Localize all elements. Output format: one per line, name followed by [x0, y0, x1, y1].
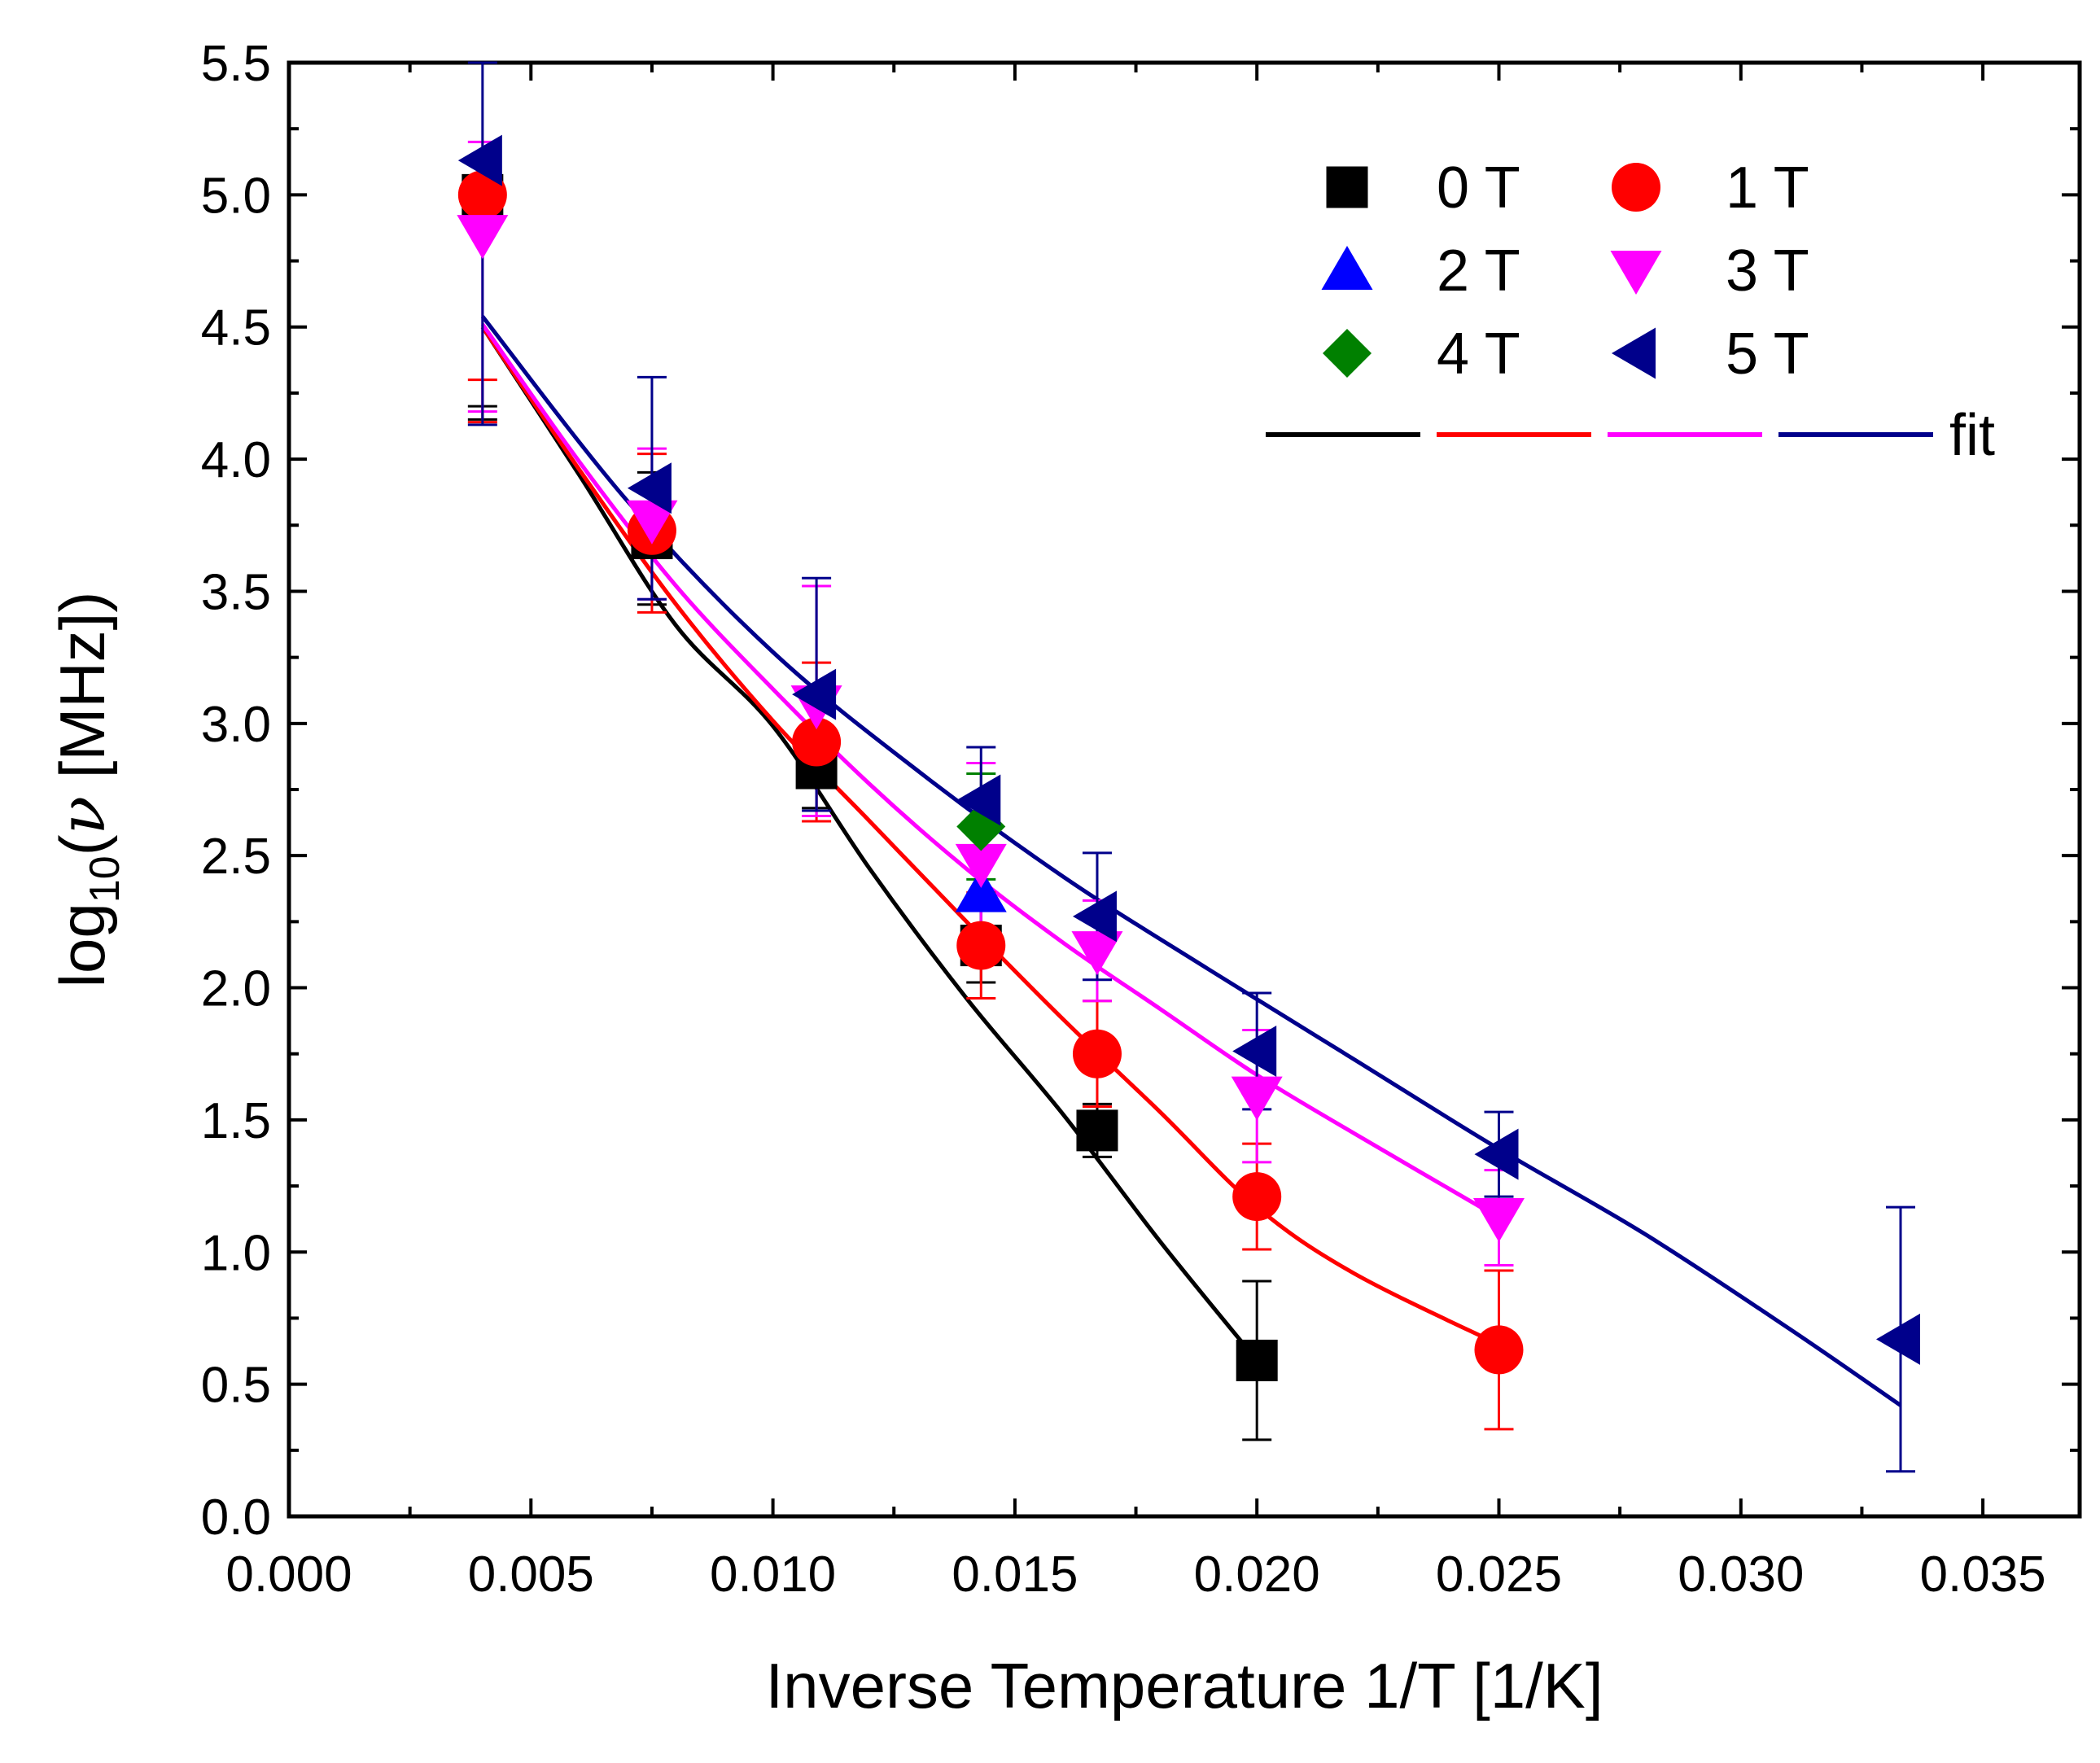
data-point-1-t — [1072, 1029, 1122, 1078]
y-tick-label: 3.5 — [201, 564, 271, 620]
fit-curve-0-t-fit — [480, 326, 1259, 1362]
legend: 0 T 1 T 2 T 3 T 4 T 5 T fit — [1266, 155, 1995, 468]
y-tick-label: 3.0 — [201, 697, 271, 753]
x-tick-label: 0.015 — [952, 1546, 1078, 1603]
error-bars — [467, 61, 1915, 1473]
fit-curves — [480, 315, 1902, 1407]
data-point-0-t — [1236, 1339, 1278, 1381]
y-axis-title-log: log — [46, 903, 118, 987]
data-point-3-t — [1231, 1076, 1283, 1121]
data-point-2-t — [955, 868, 1007, 912]
data-point-5-t — [457, 134, 502, 186]
data-point-3-t — [626, 500, 678, 545]
data-point-1-t — [956, 921, 1006, 970]
y-tick-label: 2.0 — [201, 961, 271, 1017]
y-tick-label: 5.0 — [201, 168, 271, 224]
x-tick-label: 0.020 — [1194, 1546, 1320, 1603]
legend-marker-3-t — [1610, 251, 1662, 295]
x-tick-label: 0.030 — [1678, 1546, 1804, 1603]
legend-label-5-t: 5 T — [1726, 322, 1809, 387]
y-tick-label: 4.0 — [201, 432, 271, 488]
plot-frame — [287, 60, 2082, 1519]
legend-label-4-t: 4 T — [1437, 322, 1520, 387]
data-point-1-t — [792, 717, 842, 767]
x-tick-label: 0.035 — [1920, 1546, 2046, 1603]
data-point-3-t — [955, 843, 1007, 888]
data-point-3-t — [1472, 1198, 1525, 1243]
data-point-5-t — [1876, 1313, 1920, 1365]
x-tick-label: 0.010 — [710, 1546, 836, 1603]
x-tick-label: 0.005 — [468, 1546, 594, 1603]
data-point-3-t — [1071, 931, 1123, 976]
y-tick-label: 0.5 — [201, 1358, 271, 1414]
data-point-1-t — [457, 170, 507, 220]
fit-curve-3-t-fit — [480, 323, 1500, 1220]
data-point-5-t — [1232, 1025, 1277, 1077]
x-axis-title: Inverse Temperature 1/T [1/K] — [766, 1650, 1603, 1721]
legend-label-0-t: 0 T — [1437, 155, 1520, 221]
x-tick-label: 0.000 — [225, 1546, 352, 1603]
y-axis-title-subscript: 10 — [81, 855, 129, 903]
axis-ticks: 0.000 0.005 0.010 0.015 0.020 0.025 0.030 0.035… — [201, 36, 2080, 1603]
y-tick-label: 2.5 — [201, 829, 271, 885]
data-point-1-t — [1474, 1325, 1524, 1375]
data-point-0-t — [1076, 1109, 1118, 1152]
legend-label-fit: fit — [1949, 403, 1995, 468]
data-point-3-t — [457, 215, 509, 260]
legend-marker-5-t — [1612, 327, 1656, 379]
data-markers — [457, 134, 1920, 1381]
data-point-5-t — [956, 774, 1001, 826]
legend-marker-4-t — [1323, 329, 1372, 378]
legend-label-2-t: 2 T — [1437, 238, 1520, 304]
legend-marker-2-t — [1321, 246, 1373, 290]
y-axis-title-unit: [MHz]) — [46, 592, 118, 796]
legend-label-3-t: 3 T — [1726, 238, 1809, 304]
y-tick-label: 1.0 — [201, 1225, 271, 1281]
y-tick-label: 5.5 — [201, 36, 271, 92]
data-point-5-t — [1474, 1128, 1519, 1180]
y-tick-label: 4.5 — [201, 300, 271, 357]
legend-label-1-t: 1 T — [1726, 155, 1809, 221]
data-point-5-t — [1072, 890, 1117, 943]
data-point-5-t — [792, 668, 837, 720]
legend-marker-1-t — [1612, 163, 1660, 212]
x-tick-label: 0.025 — [1436, 1546, 1562, 1603]
data-point-5-t — [627, 462, 672, 514]
legend-marker-0-t — [1326, 166, 1368, 208]
fit-curve-5-t-fit — [480, 315, 1902, 1407]
y-axis-title-open: ( — [46, 834, 118, 855]
y-tick-label: 1.5 — [201, 1093, 271, 1149]
y-tick-label: 0.0 — [201, 1490, 271, 1546]
y-axis-title: log10(ν [MHz]) — [46, 592, 129, 988]
y-axis-title-symbol: ν — [46, 796, 120, 834]
data-point-1-t — [1232, 1172, 1282, 1222]
